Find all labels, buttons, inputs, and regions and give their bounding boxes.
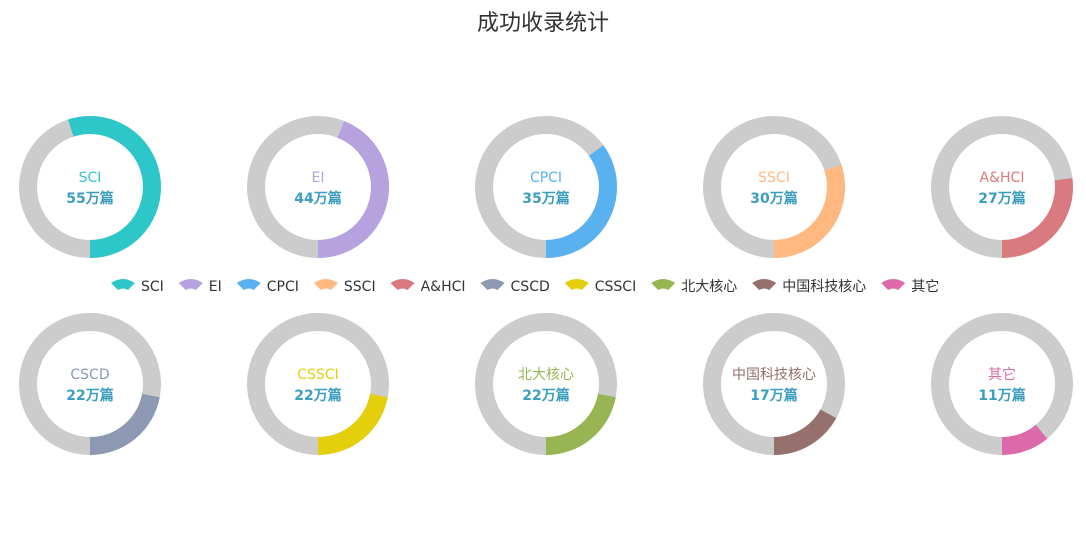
donut-segment[interactable] <box>931 313 1073 455</box>
legend-swatch <box>752 279 777 290</box>
legend-item-9[interactable]: 其它 <box>881 278 939 295</box>
donut-label: 中国科技核心 <box>732 367 816 383</box>
legend-label: 中国科技核心 <box>782 279 866 295</box>
donut-0: SCI 55万篇 <box>19 116 161 258</box>
donut-label: SCI <box>79 170 102 186</box>
legend: SCI EI CPCI SSCI A&HCI CSCD CSSCI 北大核心 中国科技核心 其它 <box>111 278 939 295</box>
donut-label: 其它 <box>988 366 1016 383</box>
donut-segment[interactable] <box>475 313 617 455</box>
legend-item-8[interactable]: 中国科技核心 <box>752 279 866 295</box>
legend-swatch <box>881 279 906 290</box>
legend-label: EI <box>209 279 222 295</box>
donut-value-label: 30万篇 <box>750 190 797 207</box>
donut-label: CPCI <box>530 170 562 186</box>
donut-value-label: 17万篇 <box>750 387 797 404</box>
donut-grid: SCI 55万篇 EI 44万篇 CPCI 35万篇 SSCI 30万篇 A&HCI 27万篇 CS… <box>19 116 1073 455</box>
legend-swatch <box>178 279 203 290</box>
legend-swatch <box>111 279 135 290</box>
donut-value-label: 22万篇 <box>294 387 341 404</box>
donut-segment[interactable] <box>19 116 161 258</box>
donut-9: 其它 11万篇 <box>931 313 1073 455</box>
donut-value-label: 11万篇 <box>978 387 1025 404</box>
donut-segment[interactable] <box>703 313 845 455</box>
donut-track <box>931 313 1073 455</box>
donut-segment[interactable] <box>703 116 845 258</box>
donut-6: CSSCI 22万篇 <box>247 313 389 455</box>
donut-value-label: 27万篇 <box>978 190 1025 207</box>
donut-1: EI 44万篇 <box>247 116 389 258</box>
legend-item-0[interactable]: SCI <box>111 279 164 295</box>
legend-item-3[interactable]: SSCI <box>313 279 376 295</box>
donut-label: CSCD <box>70 367 109 383</box>
legend-item-1[interactable]: EI <box>178 279 222 295</box>
donut-2: CPCI 35万篇 <box>475 116 617 258</box>
legend-label: SCI <box>141 279 164 295</box>
donut-4: A&HCI 27万篇 <box>931 116 1073 258</box>
donut-label: SSCI <box>758 170 790 186</box>
donut-value-label: 35万篇 <box>522 190 569 207</box>
donut-segment[interactable] <box>247 116 389 258</box>
donut-5: CSCD 22万篇 <box>19 313 161 455</box>
donut-3: SSCI 30万篇 <box>703 116 845 258</box>
donut-value-label: 22万篇 <box>66 387 113 404</box>
donut-7: 北大核心 22万篇 <box>475 313 617 455</box>
donut-value-label: 44万篇 <box>294 190 341 207</box>
donut-label: CSSCI <box>297 367 338 383</box>
legend-item-4[interactable]: A&HCI <box>390 279 466 295</box>
legend-label: CSSCI <box>595 279 636 295</box>
donut-label: EI <box>312 170 325 186</box>
legend-label: CPCI <box>267 279 299 295</box>
legend-label: SSCI <box>344 279 376 295</box>
donut-segment[interactable] <box>931 116 1073 258</box>
legend-item-6[interactable]: CSSCI <box>564 279 636 295</box>
legend-item-7[interactable]: 北大核心 <box>651 279 737 295</box>
chart-title: 成功收录统计 <box>477 11 609 36</box>
legend-label: CSCD <box>511 279 550 295</box>
legend-label: 北大核心 <box>681 279 737 295</box>
donut-segment[interactable] <box>475 116 617 258</box>
legend-swatch <box>313 279 338 290</box>
donut-label: A&HCI <box>980 170 1025 186</box>
donut-label: 北大核心 <box>518 367 574 383</box>
legend-label: A&HCI <box>421 279 466 295</box>
donut-segment[interactable] <box>19 313 161 455</box>
legend-swatch <box>480 279 505 290</box>
donut-8: 中国科技核心 17万篇 <box>703 313 845 455</box>
donut-value-label: 22万篇 <box>522 387 569 404</box>
legend-swatch <box>651 279 676 290</box>
legend-swatch <box>564 279 589 290</box>
legend-swatch <box>236 279 261 290</box>
legend-label: 其它 <box>911 278 939 295</box>
donut-segment[interactable] <box>247 313 389 455</box>
legend-item-2[interactable]: CPCI <box>236 279 299 295</box>
donut-value-label: 55万篇 <box>66 190 113 207</box>
legend-item-5[interactable]: CSCD <box>480 279 550 295</box>
legend-swatch <box>390 279 415 290</box>
